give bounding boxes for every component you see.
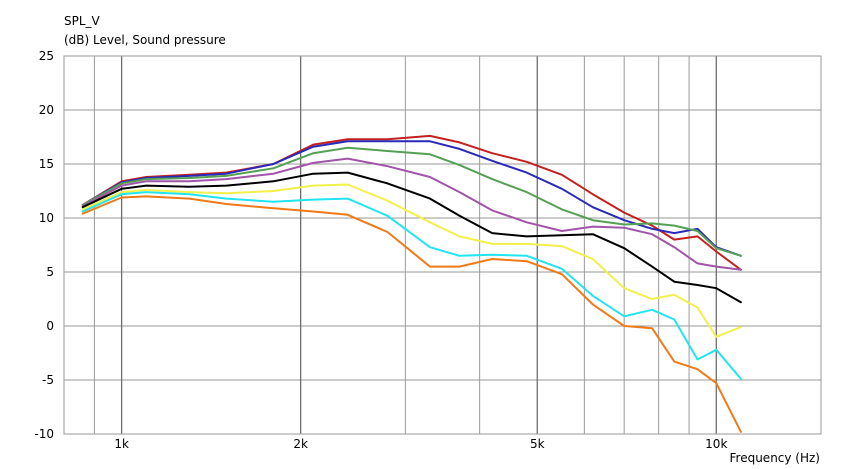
y-tick-label: -10 — [34, 427, 54, 441]
series-line-2 — [81, 140, 742, 257]
y-tick-label: 10 — [39, 211, 54, 225]
x-tick-label: 1k — [114, 437, 129, 451]
y-tick-label: 5 — [46, 265, 54, 279]
chart-title: SPL_V — [64, 14, 101, 28]
series-line-1 — [81, 134, 742, 271]
x-axis-label: Frequency (Hz) — [730, 451, 821, 465]
series-line-3 — [81, 146, 742, 257]
y-tick-label: -5 — [42, 373, 54, 387]
series-line-5 — [81, 171, 742, 304]
y-axis: 25 20 15 10 5 0 -5 -10 — [34, 49, 54, 441]
y-tick-label: 0 — [46, 319, 54, 333]
x-tick-label: 2k — [293, 437, 308, 451]
series-line-8 — [81, 195, 742, 433]
series-line-4 — [81, 157, 742, 271]
plot-frame — [63, 55, 822, 435]
chart-subtitle: (dB) Level, Sound pressure — [64, 33, 226, 47]
x-tick-label: 5k — [530, 437, 545, 451]
series-line-7 — [81, 191, 742, 380]
y-tick-label: 15 — [39, 157, 54, 171]
x-tick-label: 10k — [705, 437, 727, 451]
x-axis: 1k 2k 5k 10k — [114, 437, 727, 451]
y-tick-label: 25 — [39, 49, 54, 63]
y-tick-label: 20 — [39, 103, 54, 117]
series-group — [81, 134, 742, 433]
series-line-6 — [81, 183, 742, 338]
